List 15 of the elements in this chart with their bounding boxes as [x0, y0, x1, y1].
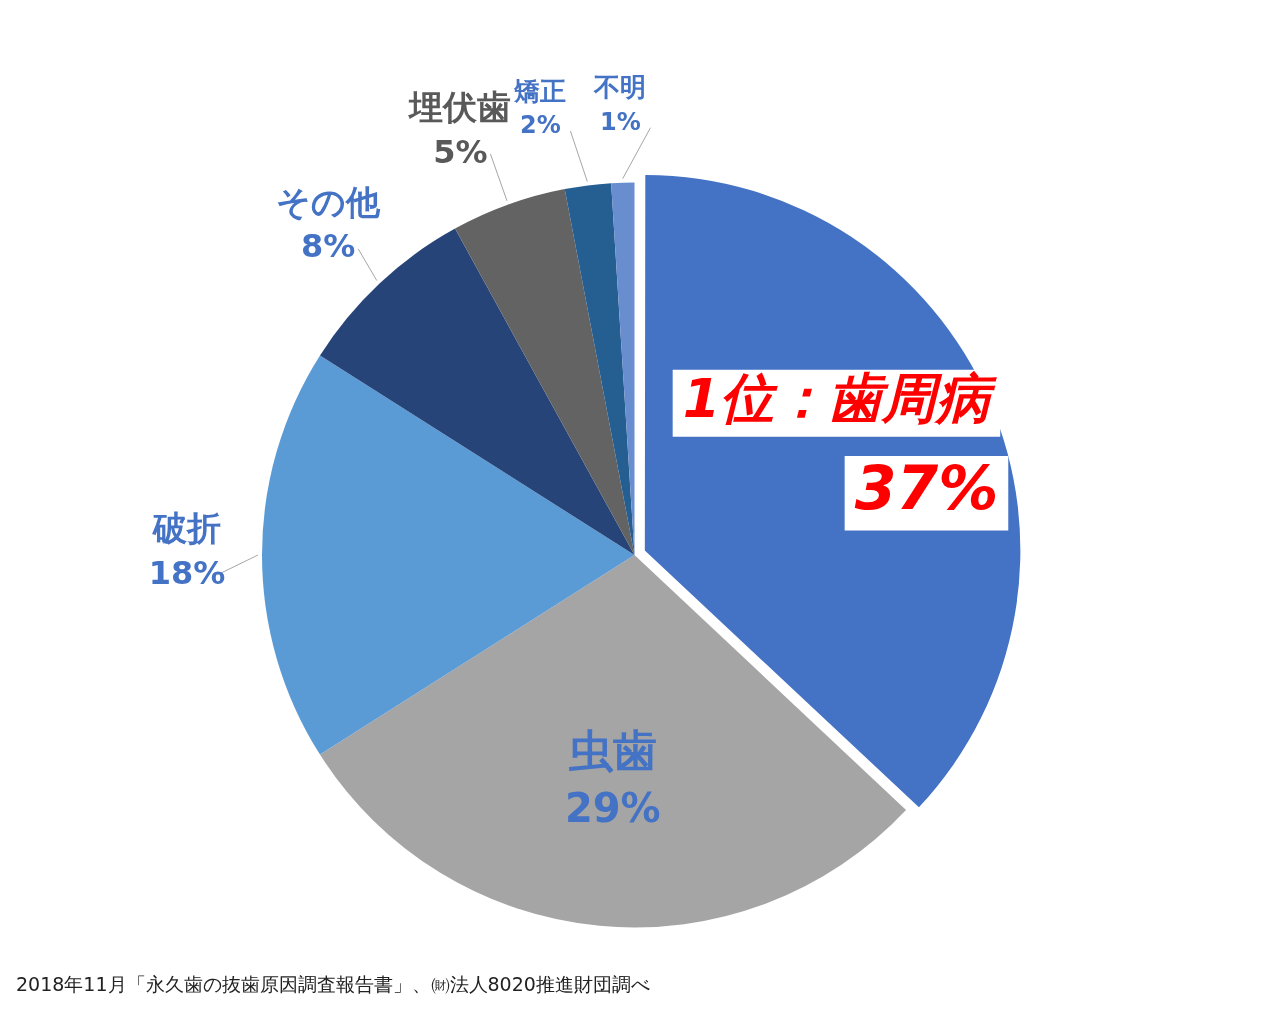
data-label: 1%: [600, 107, 641, 136]
data-label: 2%: [520, 110, 561, 139]
slice-label: 1位：歯周病: [682, 367, 998, 431]
data-label: 29%: [564, 784, 661, 831]
data-label: 5%: [433, 132, 488, 171]
slice-label: 破折: [152, 507, 221, 548]
slice-label: 矯正: [513, 75, 567, 106]
slice-label: 不明: [593, 72, 647, 103]
slice-label: 虫歯: [567, 725, 657, 777]
data-label: 37%: [854, 452, 999, 523]
slice-label: 埋伏歯: [407, 86, 512, 127]
data-label: 18%: [148, 553, 226, 592]
slice-label: その他: [276, 181, 382, 222]
text: 2018年11月「永久歯の抜歯原因調査報告書」、㈶法人8020推進財団調べ: [16, 972, 650, 997]
data-label: 8%: [301, 227, 356, 266]
